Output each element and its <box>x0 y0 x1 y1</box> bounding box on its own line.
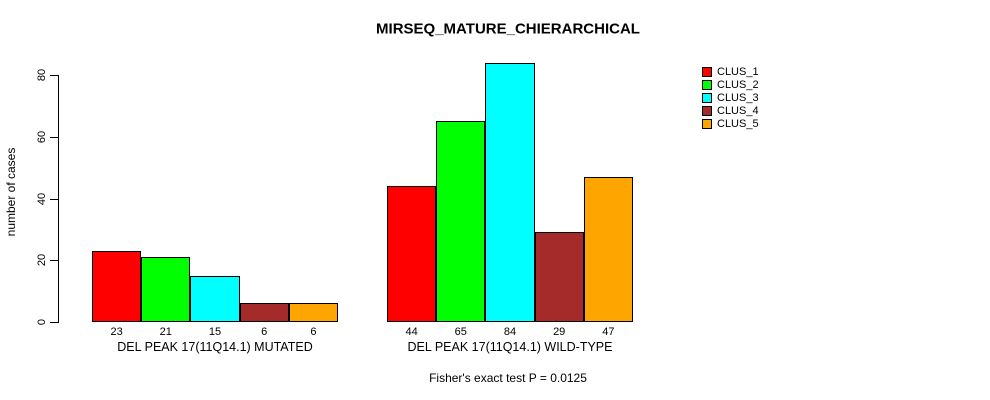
legend: CLUS_1 CLUS_2 CLUS_3 CLUS_4 CLUS_5 <box>702 65 759 131</box>
legend-item-clus_2: CLUS_2 <box>702 78 759 91</box>
bar-clus_2-wildtype <box>436 121 486 322</box>
legend-label: CLUS_3 <box>717 91 759 104</box>
y-tick-label: 20 <box>36 254 48 267</box>
bar-clus_2-mutated <box>141 257 191 322</box>
bar-clus_3-mutated <box>190 275 240 322</box>
legend-swatch <box>702 92 712 103</box>
chart-title: MIRSEQ_MATURE_CHIERARCHICAL <box>376 20 640 38</box>
bar-value-label: 21 <box>159 325 172 338</box>
legend-item-clus_4: CLUS_4 <box>702 105 759 118</box>
bar-value-label: 84 <box>503 325 517 338</box>
y-tick-mark <box>50 75 58 76</box>
bar-clus_1-wildtype <box>387 186 437 322</box>
bar-value-label: 15 <box>208 325 222 338</box>
y-tick-mark <box>50 198 58 200</box>
bar-clus_1-mutated <box>92 250 142 322</box>
bar-clus_3-wildtype <box>485 62 535 322</box>
y-axis-title: number of cases <box>4 147 18 237</box>
bar-value-label: 29 <box>553 325 566 338</box>
bar-clus_4-mutated <box>239 303 289 322</box>
bar-value-label: 44 <box>405 325 418 338</box>
bar-clus_5-wildtype <box>583 176 633 322</box>
legend-item-clus_1: CLUS_1 <box>702 65 759 78</box>
bar-value-label: 47 <box>602 325 615 338</box>
y-tick-label: 0 <box>36 318 48 326</box>
bar-value-label: 65 <box>454 325 467 338</box>
legend-item-clus_3: CLUS_3 <box>702 91 759 104</box>
y-axis <box>58 75 59 323</box>
y-tick-label: 60 <box>36 130 48 143</box>
y-tick-mark <box>50 136 58 138</box>
legend-swatch <box>702 66 712 77</box>
y-tick-label: 40 <box>36 192 48 205</box>
category-label-wildtype: DEL PEAK 17(11Q14.1) WILD-TYPE <box>407 340 613 354</box>
legend-label: CLUS_5 <box>717 118 759 131</box>
bar-clus_5-mutated <box>288 303 338 322</box>
bar-value-label: 23 <box>110 325 123 338</box>
footnote: Fisher's exact test P = 0.0125 <box>429 371 587 385</box>
legend-label: CLUS_2 <box>717 78 759 91</box>
bar-value-label: 6 <box>261 325 268 338</box>
y-tick-label: 80 <box>36 68 48 82</box>
bar-clus_4-wildtype <box>534 232 584 322</box>
legend-swatch <box>702 119 712 130</box>
bar-value-label: 6 <box>310 325 317 338</box>
legend-label: CLUS_1 <box>717 65 759 78</box>
y-tick-mark <box>50 260 58 262</box>
legend-item-clus_5: CLUS_5 <box>702 118 759 131</box>
y-tick-mark <box>50 322 58 323</box>
legend-label: CLUS_4 <box>717 105 759 118</box>
legend-swatch <box>702 106 712 117</box>
legend-swatch <box>702 79 712 90</box>
category-label-mutated: DEL PEAK 17(11Q14.1) MUTATED <box>117 340 313 354</box>
